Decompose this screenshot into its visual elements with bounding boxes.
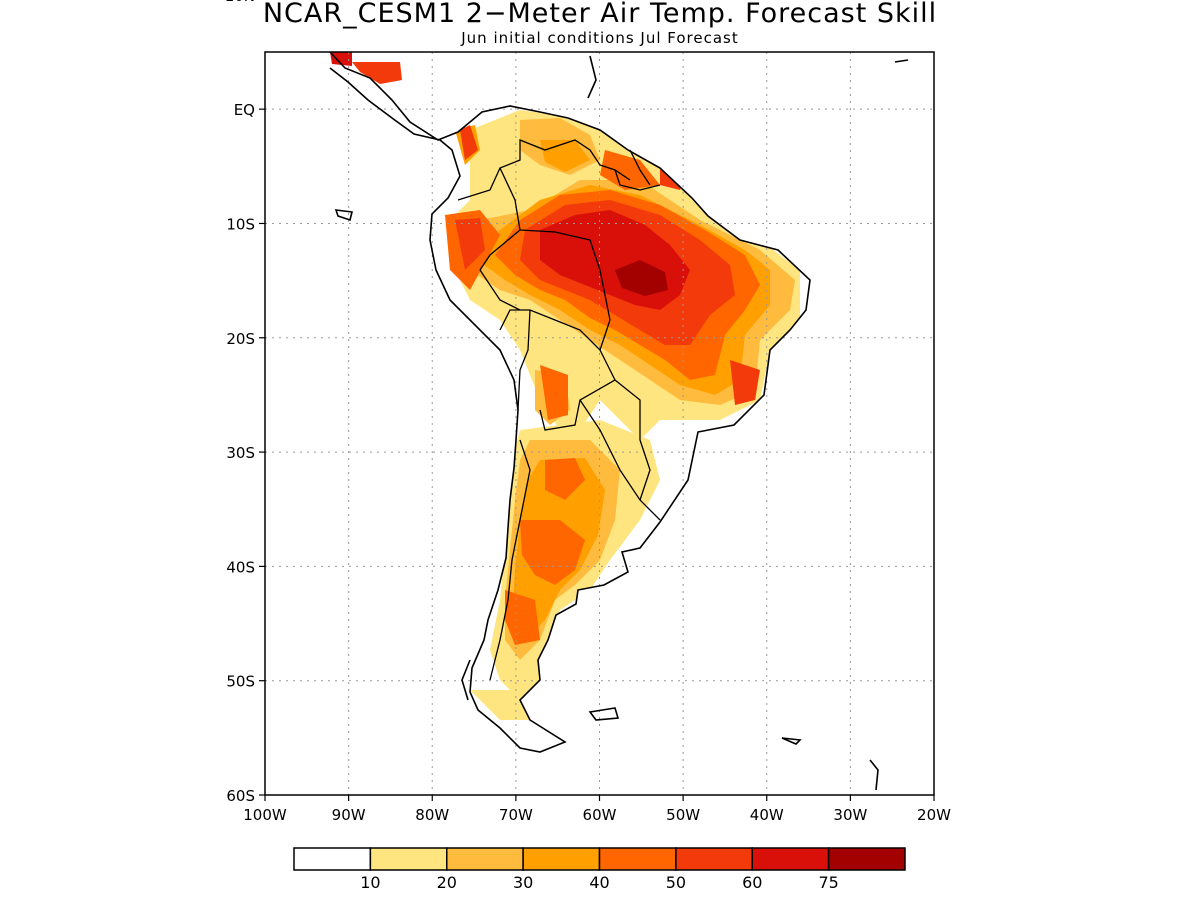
central-america-shading [330, 52, 352, 66]
lon-tick-label: 30W [833, 806, 867, 824]
colorbar-label: 50 [666, 873, 686, 892]
central-america-shading-2 [352, 62, 402, 84]
lon-tick-label: 40W [750, 806, 784, 824]
colorbar-label: 30 [513, 873, 533, 892]
lon-tick-label: 70W [499, 806, 533, 824]
lat-tick-label: 40S [226, 558, 255, 576]
lon-tick-label: 80W [415, 806, 449, 824]
map-subtitle: Jun initial conditions Jul Forecast [461, 29, 739, 47]
colorbar-segment [293, 847, 372, 871]
colorbar-label: 20 [437, 873, 457, 892]
lat-tick-label: 20S [226, 330, 255, 348]
lon-tick-label: 20W [917, 806, 951, 824]
longitude-axis: 100W 90W 80W 70W 60W 50W 40W 30W 20W [243, 795, 951, 824]
lat-tick-label: EQ [234, 101, 255, 119]
skill-shading [445, 110, 800, 720]
lon-tick-label: 60W [583, 806, 617, 824]
gridlines [265, 52, 934, 795]
map-title: NCAR_CESM1 2−Meter Air Temp. Forecast Sk… [262, 0, 938, 29]
colorbar-segment [827, 847, 906, 871]
lat-tick-label: 10N [225, 0, 255, 5]
colorbar: 10 20 30 40 50 60 75 [293, 847, 906, 892]
lat-tick-label: 30S [226, 444, 255, 462]
colorbar-segment [369, 847, 448, 871]
lon-tick-label: 100W [243, 806, 287, 824]
country-borders [457, 139, 661, 681]
coastlines [329, 51, 909, 791]
colorbar-segment [751, 847, 830, 871]
colorbar-segment [675, 847, 753, 871]
colorbar-segment [522, 847, 601, 871]
latitude-axis: 10N EQ 10S 20S 30S 40S 50S 60S [225, 0, 265, 805]
lon-tick-label: 90W [332, 806, 366, 824]
lat-tick-label: 60S [226, 787, 255, 805]
colorbar-segment [446, 847, 524, 871]
lat-tick-label: 10S [226, 215, 255, 233]
colorbar-label: 40 [589, 873, 609, 892]
colorbar-segment [598, 847, 677, 871]
lat-tick-label: 50S [226, 673, 255, 691]
lon-tick-label: 50W [666, 806, 700, 824]
colorbar-label: 10 [360, 873, 380, 892]
colorbar-label: 75 [818, 873, 838, 892]
colorbar-label: 60 [742, 873, 762, 892]
